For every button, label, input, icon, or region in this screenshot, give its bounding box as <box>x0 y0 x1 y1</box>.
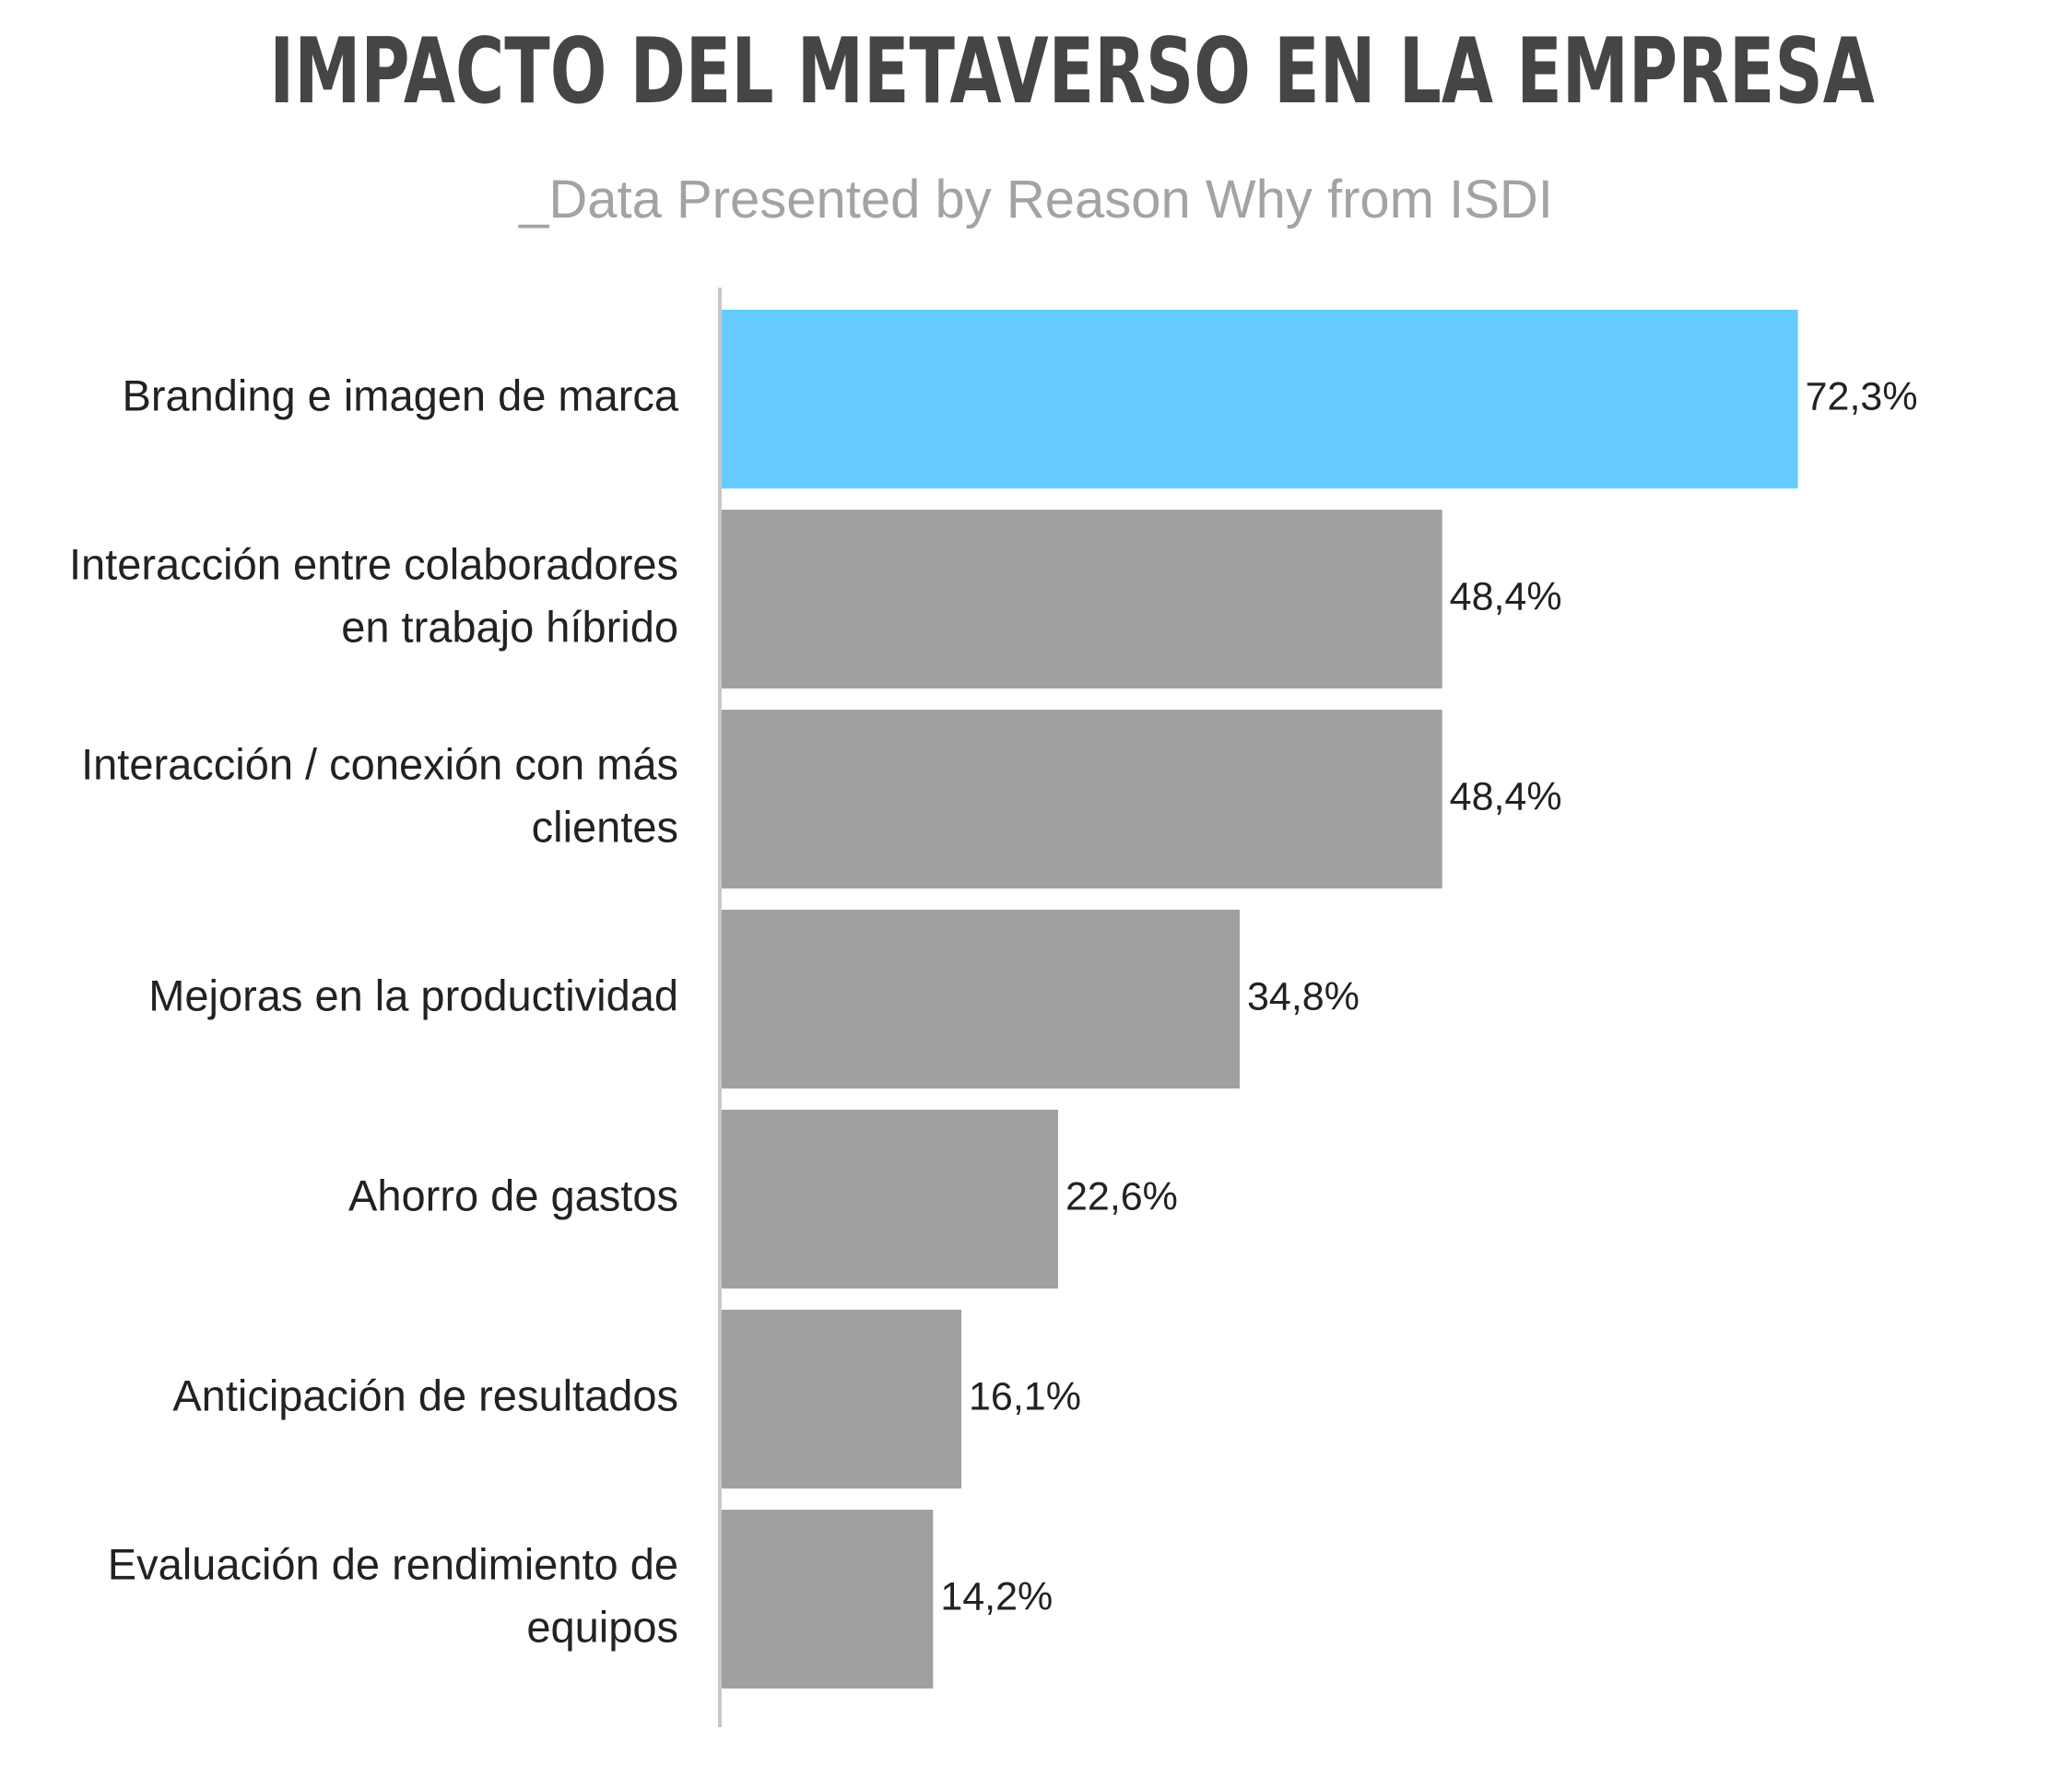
category-label-7: Evaluación de rendimiento de equipos <box>108 1539 678 1651</box>
category-label-line: Mejoras en la productividad <box>148 971 678 1019</box>
category-label-line: Anticipación de resultados <box>172 1371 678 1419</box>
value-label-5: 22,6% <box>1065 1174 1178 1218</box>
bar-1 <box>722 310 1798 488</box>
value-label-1: 72,3% <box>1806 374 1918 418</box>
category-label-1: Branding e imagen de marca <box>122 371 678 419</box>
category-label-5: Ahorro de gastos <box>348 1171 678 1219</box>
category-label-line: Ahorro de gastos <box>348 1171 678 1219</box>
category-label-line: Evaluación de rendimiento de <box>108 1539 678 1588</box>
value-label-2: 48,4% <box>1450 574 1562 618</box>
value-label-6: 16,1% <box>969 1374 1081 1418</box>
category-label-4: Mejoras en la productividad <box>148 971 678 1019</box>
value-label-3: 48,4% <box>1450 774 1562 818</box>
category-label-line: en trabajo híbrido <box>341 602 678 651</box>
bar-2 <box>722 510 1442 688</box>
bar-4 <box>722 910 1241 1089</box>
value-label-4: 34,8% <box>1247 974 1360 1018</box>
bar-3 <box>722 710 1442 888</box>
chart-title: IMPACTO DEL METAVERSO EN LA EMPRESA <box>269 19 1875 124</box>
category-label-line: Interacción / conexión con más <box>81 739 678 788</box>
category-label-6: Anticipación de resultados <box>172 1371 678 1419</box>
category-label-3: Interacción / conexión con más clientes <box>81 739 678 851</box>
category-label-2: Interacción entre colaboradores en trabaj… <box>69 539 678 651</box>
chart-subtitle: _Data Presented by Reason Why from ISDI <box>519 170 1553 229</box>
bar-6 <box>722 1310 962 1489</box>
category-label-line: equipos <box>526 1602 678 1651</box>
category-label-line: Branding e imagen de marca <box>122 371 678 419</box>
category-label-line: Interacción entre colaboradores <box>69 539 678 588</box>
value-label-7: 14,2% <box>940 1574 1053 1618</box>
bar-5 <box>722 1110 1058 1289</box>
category-label-line: clientes <box>532 802 678 851</box>
bar-7 <box>722 1510 934 1689</box>
